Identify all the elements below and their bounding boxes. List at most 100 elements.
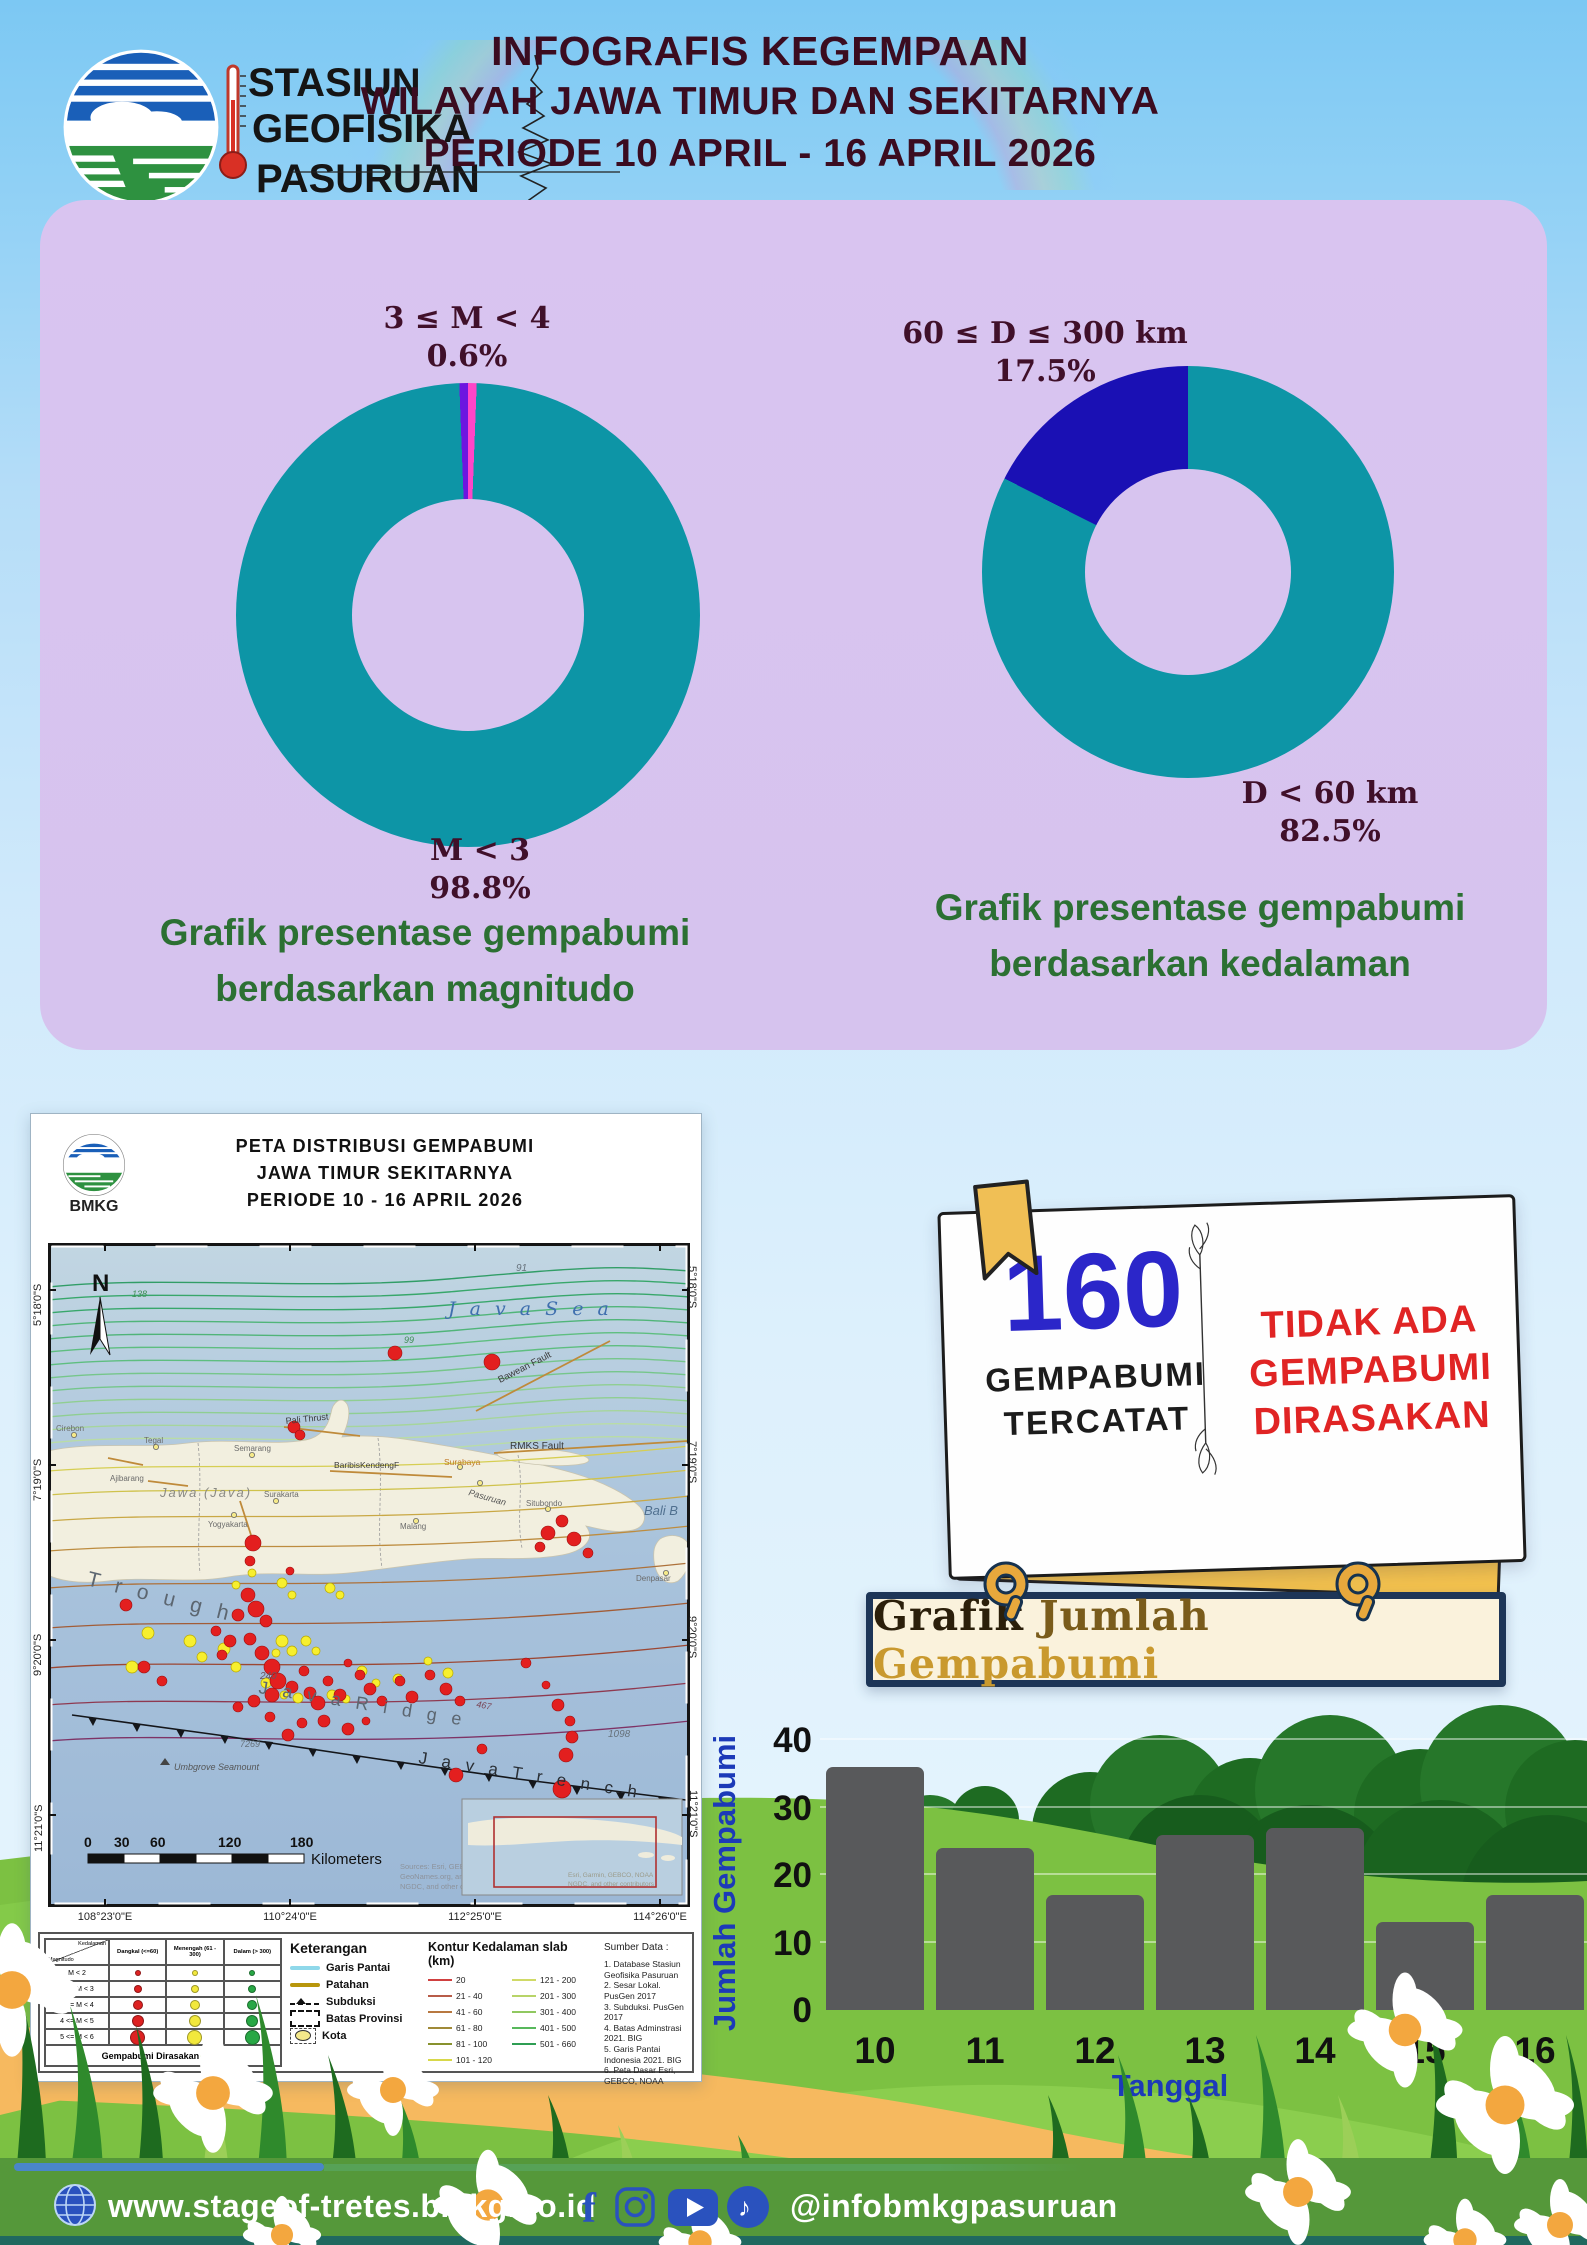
keterangan-garis-pantai: Garis Pantai xyxy=(326,1961,391,1974)
province-border-icon xyxy=(290,2010,320,2027)
bali-island xyxy=(653,1535,690,1584)
south-contours xyxy=(48,1445,690,1742)
depth-slice-label-bottom-text: D < 60 km xyxy=(1241,776,1419,811)
table-cell xyxy=(109,2013,167,2029)
scale-180: 180 xyxy=(290,1834,314,1850)
magnitude-slice-label-top-text: 3 ≤ M < 4 xyxy=(383,301,551,336)
banner-word-gempabumi: Gempabumi xyxy=(873,1639,1160,1688)
bar-10 xyxy=(826,1767,924,2010)
magnitude-slice-label-bottom: M < 3 98.8% xyxy=(280,832,680,907)
java-island xyxy=(48,1399,645,1583)
facebook-icon: f xyxy=(582,2186,597,2230)
depth-chart-caption: Grafik presentase gempabumi berdasarkan … xyxy=(850,880,1550,991)
table-dot xyxy=(246,2015,259,2027)
lon-label-3: 112°25'0"E xyxy=(448,1911,502,1923)
y-tick-0: 0 xyxy=(792,1991,812,2030)
footer-divider-blue xyxy=(14,2163,324,2171)
lat-label-2-left: 7°19'0"S xyxy=(32,1458,44,1501)
keterangan-title: Keterangan xyxy=(290,1940,368,1956)
kontur-swatch xyxy=(512,1994,536,1998)
kontur-label: 41 - 60 xyxy=(456,2007,483,2017)
scale-unit: Kilometers xyxy=(311,1851,382,1868)
magnitude-slice-label-top-pct: 0.6% xyxy=(426,338,508,374)
fault-icon xyxy=(290,1982,320,1987)
sumber-item-4: 4. Batas Adminstrasi 2021. BIG xyxy=(604,2022,682,2044)
table-col-1: Menengah (61 - 300) xyxy=(166,1939,224,1965)
bookmark-ribbon xyxy=(973,1179,1039,1281)
lat-label-1-right: 5°18'0"S xyxy=(686,1266,698,1309)
city-tegal: Tegal xyxy=(144,1436,163,1445)
table-cell xyxy=(166,1981,224,1997)
depth-91: 91 xyxy=(516,1263,527,1274)
banner-word-jumlah: Jumlah xyxy=(1039,1591,1210,1640)
magnitude-slice-label-bottom-pct: 98.8% xyxy=(429,870,531,906)
city-denpasar: Denpasar xyxy=(636,1574,671,1583)
bar-plot: 0 10 20 30 40 10 11 12 13 14 15 16 xyxy=(773,1721,1587,2071)
kontur-swatch xyxy=(512,2042,536,2046)
page-title-line3: PERIODE 10 APRIL - 16 APRIL 2026 xyxy=(423,132,1097,175)
city-semarang: Semarang xyxy=(234,1444,271,1453)
city-icon xyxy=(290,2027,316,2044)
table-cell xyxy=(109,1965,167,1981)
magnitude-caption-line1: Grafik presentase gempabumi xyxy=(159,912,691,953)
table-col-0: Dangkal (<=60) xyxy=(109,1939,167,1965)
lat-label-4-left: 11°21'0"S xyxy=(33,1804,45,1852)
city-surakarta: Surakarta xyxy=(264,1490,299,1499)
x-label-11: 11 xyxy=(965,2030,1005,2071)
table-dot xyxy=(130,2029,146,2045)
inset-attribution-line2: NGDC, and other contributors xyxy=(568,1881,655,1888)
y-tick-10: 10 xyxy=(773,1923,812,1963)
map-title-line2: JAWA TIMUR SEKITARNYA xyxy=(256,1163,514,1183)
kontur-swatch xyxy=(512,2026,536,2030)
table-dot xyxy=(131,2015,144,2027)
depth-slice-label-top-pct: 17.5% xyxy=(994,353,1096,389)
table-cell xyxy=(109,1997,167,2013)
kontur-title: Kontur Kedalaman slab (km) xyxy=(428,1940,568,1968)
sources-line3: NGDC, and other co xyxy=(400,1882,468,1891)
rmks-fault-label: RMKS Fault xyxy=(510,1441,564,1452)
social-icons: f ♪ xyxy=(576,2184,769,2230)
depth-240: 240 xyxy=(259,1671,277,1682)
kontur-swatch xyxy=(428,2026,452,2030)
sumber-item-6: 6. Peta Dasar Esri, GEBCO, NOAA xyxy=(604,2065,676,2086)
leaf-divider xyxy=(1188,1222,1217,1475)
table-corner-kedalaman: Kedalaman xyxy=(78,1941,106,1947)
bar-13 xyxy=(1156,1834,1254,2010)
svg-text:f: f xyxy=(582,2186,597,2230)
scale-60: 60 xyxy=(150,1834,166,1850)
table-dot xyxy=(248,1985,257,1993)
map-title-line1: PETA DISTRIBUSI GEMPABUMI xyxy=(235,1136,535,1156)
felt-note-line3: DIRASAKAN xyxy=(1252,1393,1492,1444)
bar-11 xyxy=(936,1848,1034,2010)
depth-138: 138 xyxy=(132,1289,147,1299)
depth-467: 467 xyxy=(476,1699,494,1712)
depth-slice-label-bottom: D < 60 km 82.5% xyxy=(1130,775,1530,850)
lat-label-3-left: 9°20'0"S xyxy=(32,1633,44,1676)
table-corner-magnitudo: Magnitudo xyxy=(48,1957,74,1963)
header: BMKG STASIUN GEOFISIKA PASURUAN INFOGRAF… xyxy=(0,0,1587,238)
instagram-icon xyxy=(615,2187,655,2227)
bali-label: Bali B xyxy=(644,1503,678,1518)
kontur-label: 21 - 40 xyxy=(456,1991,483,2001)
bar-16 xyxy=(1486,1895,1584,2010)
kendeng-fault-label: BaribisKendengF xyxy=(334,1460,399,1470)
felt-quake-label: Gempabumi Dirasakan xyxy=(101,2050,200,2061)
map-sources-note: Sources: Esri, GEBCO, GeoNames.org, and … xyxy=(400,1862,478,1891)
seismogram-decoration xyxy=(290,54,620,213)
depth-slice-label-top-text: 60 ≤ D ≤ 300 km xyxy=(902,316,1188,351)
tiktok-icon: ♪ xyxy=(727,2186,769,2228)
keterangan-patahan: Patahan xyxy=(326,1978,369,1991)
lat-label-1-left: 5°18'0"S xyxy=(32,1283,44,1326)
magnitude-caption-line2: berdasarkan magnitudo xyxy=(215,967,635,1009)
seamount-label: Umbgrove Seamount xyxy=(174,1762,260,1772)
lat-label-4-right: 11°21'0"S xyxy=(687,1790,699,1838)
table-cell xyxy=(109,2029,167,2045)
gridline-30 xyxy=(820,1805,1587,1808)
sumber-item-2: 2. Sesar Lokal. PusGen 2017 xyxy=(604,1980,661,2001)
bar-chart-banner: Grafik Jumlah Gempabumi xyxy=(866,1591,1506,1688)
table-dot xyxy=(244,2029,260,2045)
y-tick-40: 40 xyxy=(773,1721,812,1760)
compass-north: N xyxy=(90,1270,111,1356)
felt-note-line2: GEMPABUMI xyxy=(1248,1345,1493,1396)
